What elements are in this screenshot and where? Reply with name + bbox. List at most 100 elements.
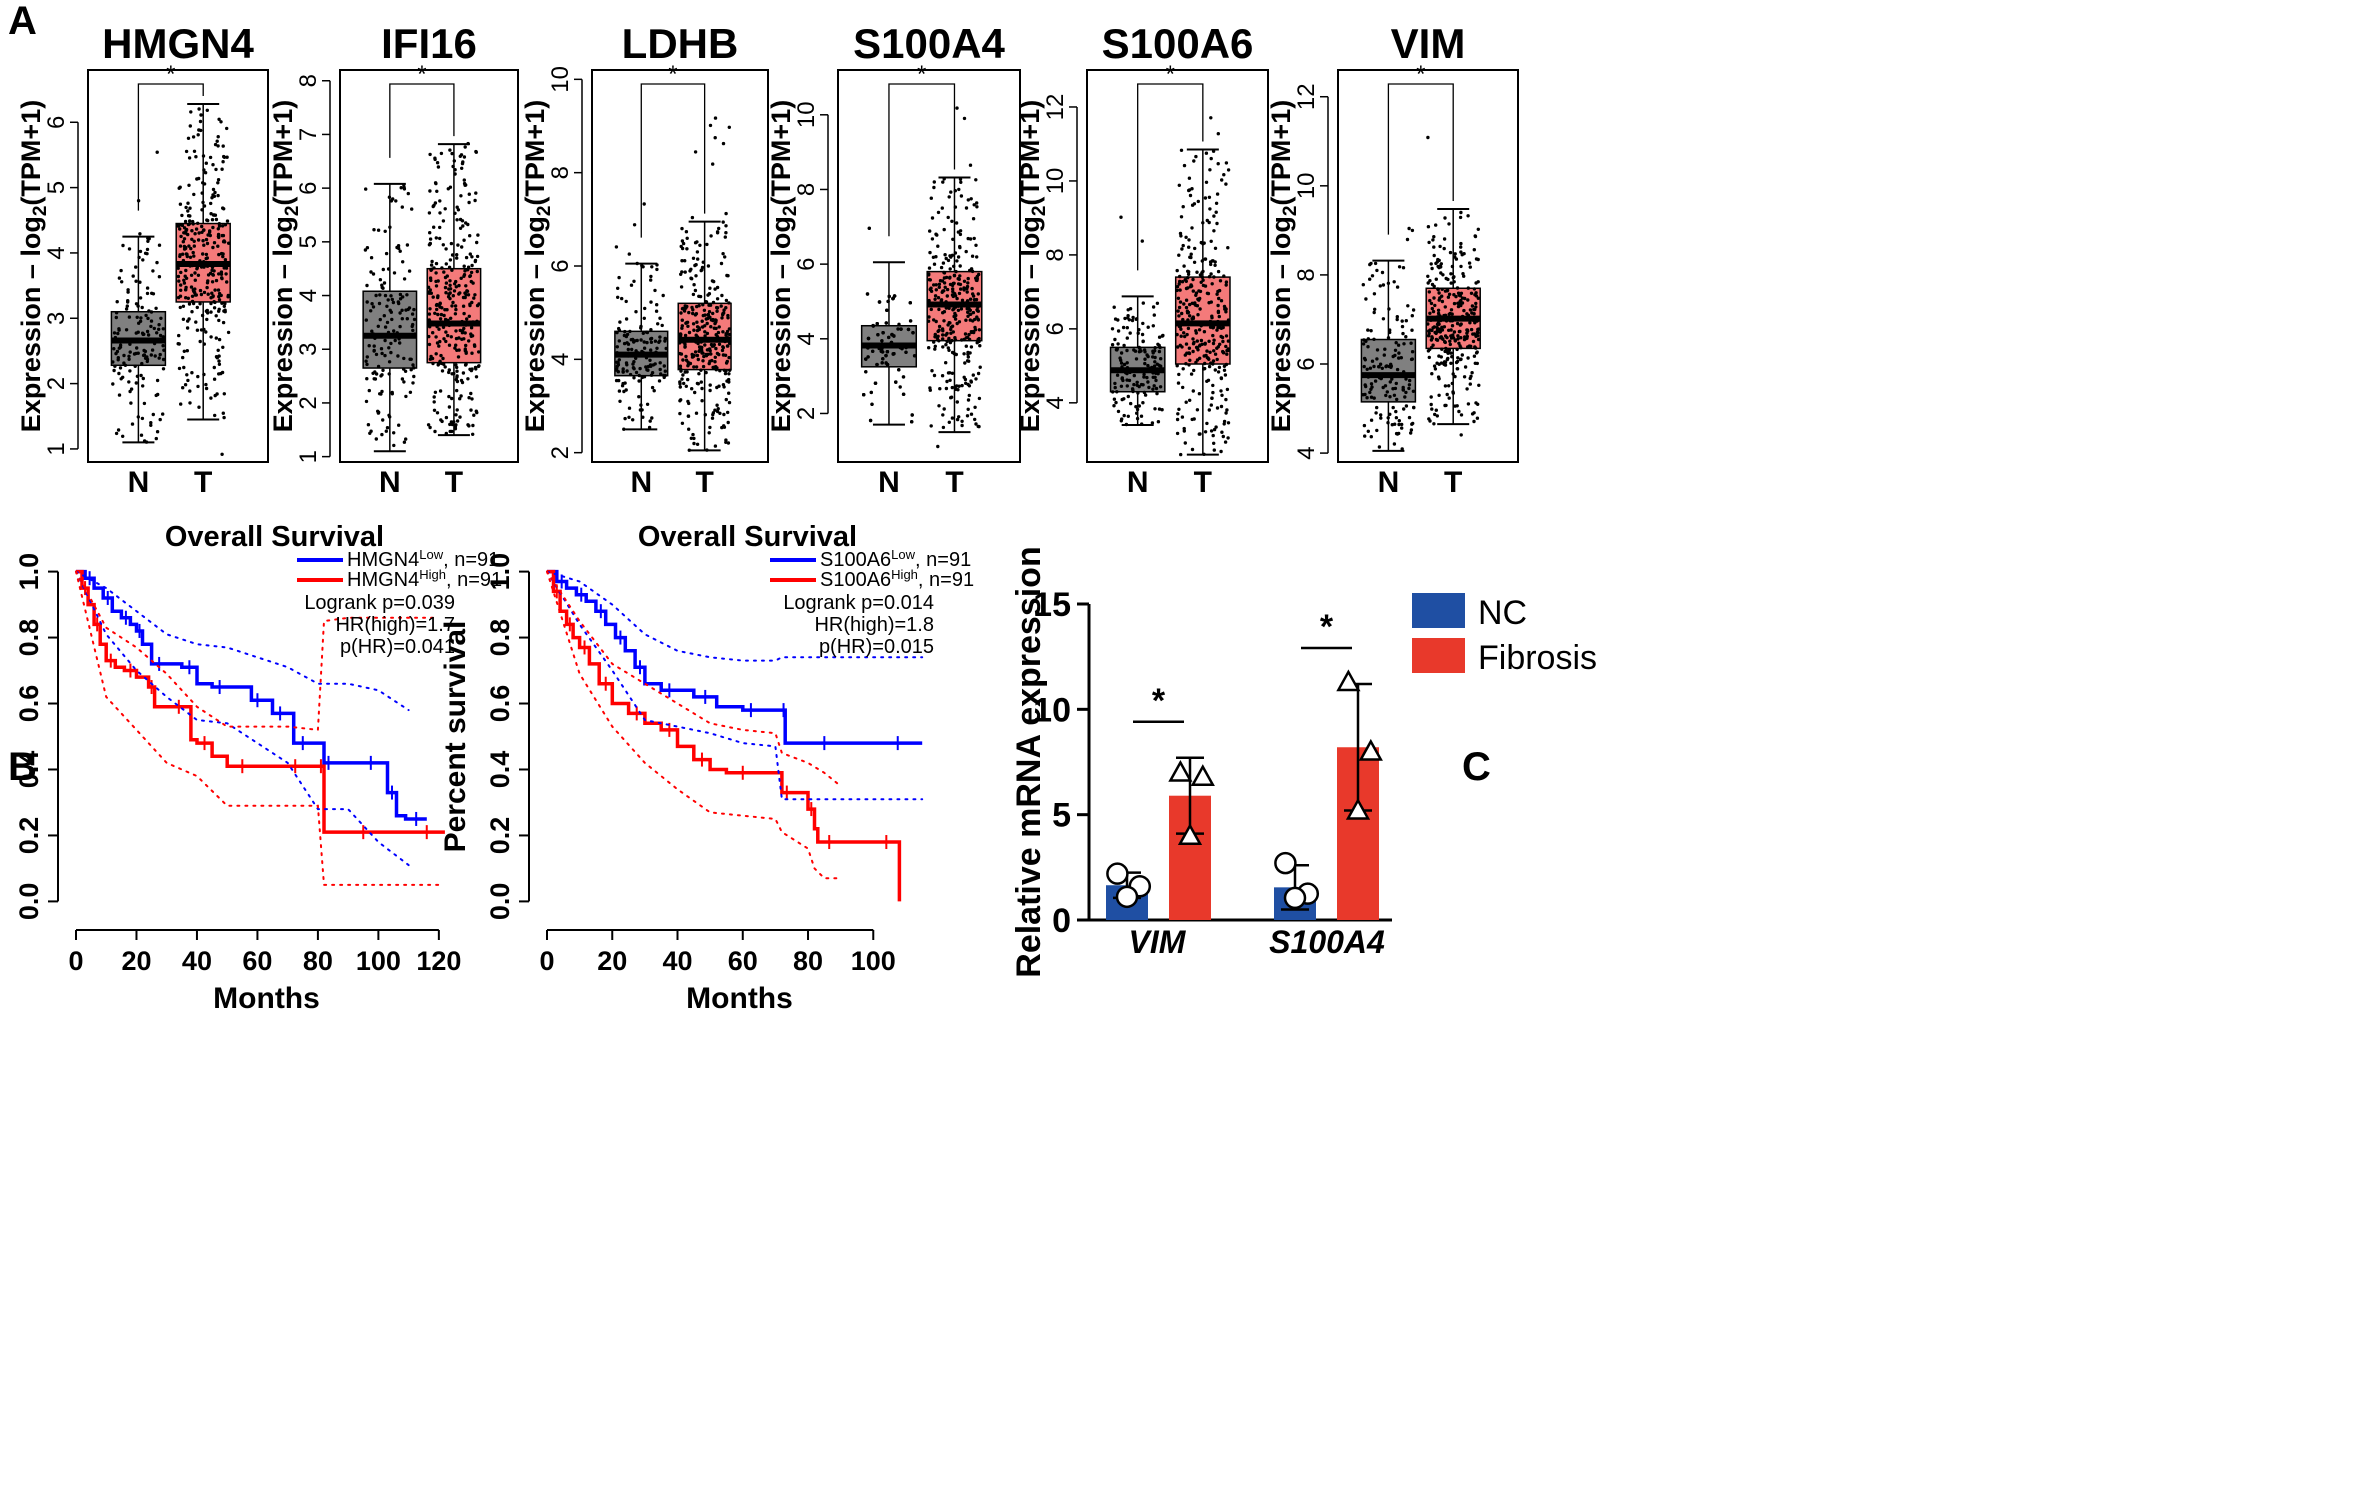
data-point: [409, 357, 413, 361]
data-point: [678, 364, 683, 368]
data-point: [1430, 335, 1434, 339]
data-point: [1207, 301, 1211, 305]
data-point: [956, 308, 961, 312]
significance-bracket: [888, 83, 956, 237]
data-point: [1222, 274, 1226, 278]
data-point: [1470, 311, 1474, 315]
data-point: [211, 163, 215, 167]
data-point: [904, 350, 908, 354]
data-point: [1402, 342, 1406, 346]
data-point: [1216, 309, 1221, 313]
data-point: [1188, 398, 1192, 402]
data-point: [1180, 415, 1185, 419]
data-point: [1459, 241, 1463, 246]
data-point: [462, 311, 466, 316]
data-point: [1192, 417, 1196, 421]
data-point: [725, 332, 729, 336]
data-point: [1469, 291, 1474, 295]
data-point: [384, 251, 389, 256]
data-point: [1443, 216, 1447, 220]
data-point: [187, 302, 192, 306]
data-point: [1466, 402, 1471, 406]
data-point: [950, 385, 954, 390]
data-point: [632, 376, 636, 380]
data-point: [625, 369, 629, 373]
y-tick-label: 2: [43, 377, 70, 390]
data-point: [623, 416, 627, 421]
data-point: [222, 304, 226, 308]
data-point: [371, 305, 376, 309]
data-point: [1440, 347, 1444, 351]
legend-label: S100A6Low, n=91: [820, 547, 971, 571]
data-point: [708, 347, 712, 351]
data-point: [700, 319, 704, 323]
data-point: [214, 336, 218, 340]
data-point: [1217, 314, 1222, 319]
data-point: [1183, 334, 1187, 339]
data-point: [908, 319, 913, 323]
data-point: [627, 252, 631, 256]
data-point: [388, 225, 392, 229]
data-point: [138, 232, 142, 236]
data-point: [891, 352, 895, 356]
data-point: [434, 279, 438, 284]
data-point: [1362, 364, 1366, 369]
data-point: [707, 303, 711, 307]
data-point: [1386, 336, 1391, 340]
data-point: [1122, 362, 1127, 367]
data-point: [179, 402, 183, 406]
plot-frame: [1086, 69, 1269, 463]
data-point: [178, 294, 183, 298]
data-point: [1178, 274, 1182, 279]
data-point: [452, 371, 456, 376]
data-point: [126, 300, 130, 304]
data-point: [1404, 377, 1408, 381]
data-point: [941, 180, 945, 184]
data-point: [470, 263, 474, 268]
data-point: [390, 392, 394, 396]
data-point: [708, 425, 712, 430]
data-point: [157, 327, 161, 331]
data-point: [1213, 352, 1218, 356]
data-point: [971, 217, 976, 221]
data-point: [1449, 351, 1453, 355]
data-point: [693, 390, 697, 395]
y-tick-label: 2: [793, 407, 820, 420]
data-point: [1198, 296, 1202, 301]
data-point: [1224, 310, 1228, 314]
data-point: [1381, 385, 1385, 390]
data-point: [1439, 361, 1444, 365]
data-point: [1184, 342, 1189, 346]
data-point: [658, 316, 662, 320]
data-point: [690, 215, 695, 220]
data-point: [378, 278, 383, 282]
data-point: [969, 380, 973, 384]
data-point: [1219, 389, 1223, 393]
data-point: [454, 363, 458, 367]
data-point: [459, 153, 464, 157]
data-point: [710, 416, 715, 420]
data-point: [145, 291, 150, 296]
data-point: [184, 227, 189, 232]
data-point: [1140, 422, 1144, 426]
data-point: [868, 418, 873, 423]
data-point: [373, 377, 378, 381]
data-point: [203, 171, 208, 175]
data-point: [466, 141, 470, 146]
data-point: [471, 432, 475, 436]
data-point: [1407, 383, 1412, 387]
data-point: [380, 432, 384, 437]
data-point: [960, 338, 964, 342]
data-point: [1221, 434, 1226, 439]
data-point: [474, 375, 479, 379]
data-point: [1476, 296, 1481, 300]
data-point: [724, 231, 728, 235]
data-point: [443, 285, 448, 290]
data-point: [1198, 307, 1202, 311]
data-point: [680, 259, 684, 263]
data-point: [1125, 326, 1130, 330]
data-point: [642, 316, 646, 320]
data-point: [718, 369, 722, 373]
data-point: [694, 411, 699, 415]
data-point: [1199, 338, 1204, 343]
